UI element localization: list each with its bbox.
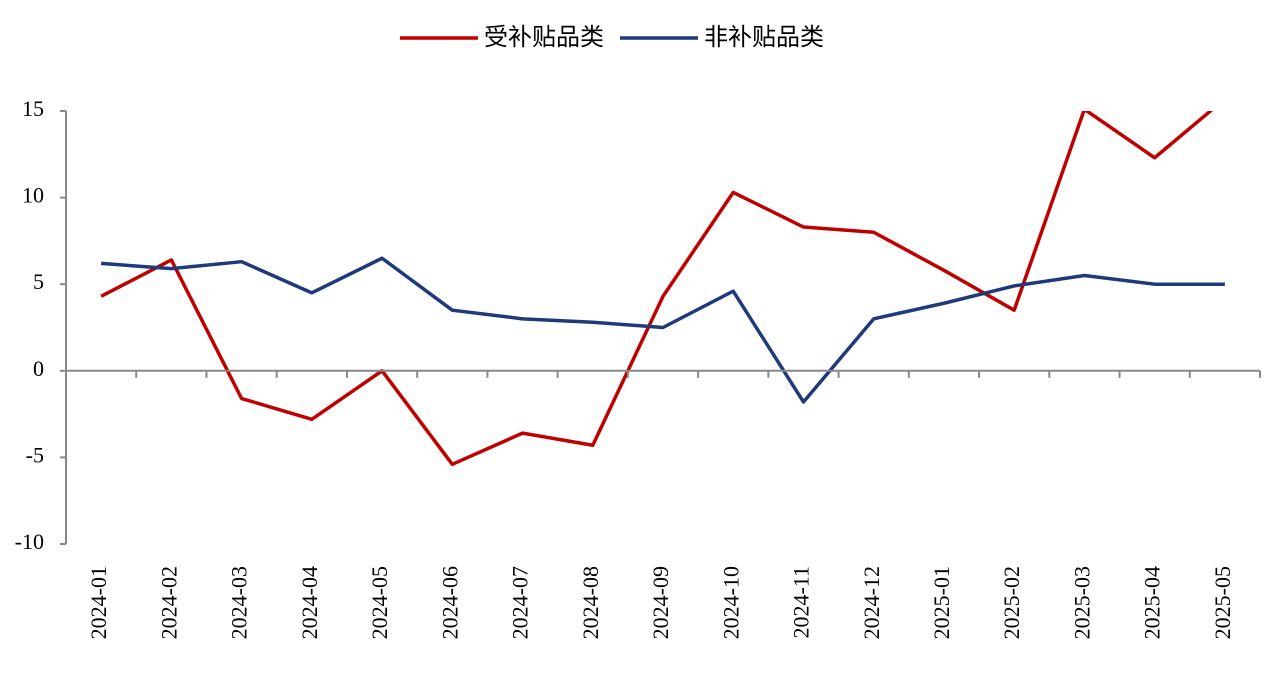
x-tick-label: 2024-07 [508, 566, 533, 639]
y-tick-label: 5 [33, 269, 44, 294]
x-tick-label: 2024-12 [859, 566, 884, 639]
x-tick-label: 2024-10 [718, 566, 743, 639]
y-tick-label: -10 [15, 529, 44, 554]
y-tick-label: 10 [22, 183, 44, 208]
x-tick-label: 2024-05 [367, 566, 392, 639]
y-tick-label: 15 [22, 96, 44, 121]
x-tick-label: 2025-02 [999, 566, 1024, 639]
x-tick-label: 2025-05 [1210, 566, 1235, 639]
x-tick-label: 2024-11 [789, 566, 814, 639]
x-tick-label: 2025-04 [1140, 566, 1165, 639]
x-tick-label: 2024-03 [227, 566, 252, 639]
x-tick-label: 2024-04 [297, 566, 322, 639]
legend-label: 非补贴品类 [704, 23, 824, 51]
series-line [100, 111, 1214, 467]
x-tick-label: 2024-06 [437, 566, 462, 639]
x-tick-label: 2025-01 [929, 566, 954, 639]
y-tick-label: -5 [26, 442, 44, 467]
legend-label: 受补贴品类 [484, 23, 604, 51]
x-tick-label: 2024-02 [156, 566, 181, 639]
x-tick-label: 2024-08 [578, 566, 603, 639]
x-tick-label: 2025-03 [1069, 566, 1094, 639]
x-tick-label: 2024-01 [86, 566, 111, 639]
plot-area [100, 111, 1225, 467]
x-tick-label: 2024-09 [648, 566, 673, 639]
y-tick-label: 0 [33, 356, 44, 381]
series-line [100, 256, 1225, 404]
